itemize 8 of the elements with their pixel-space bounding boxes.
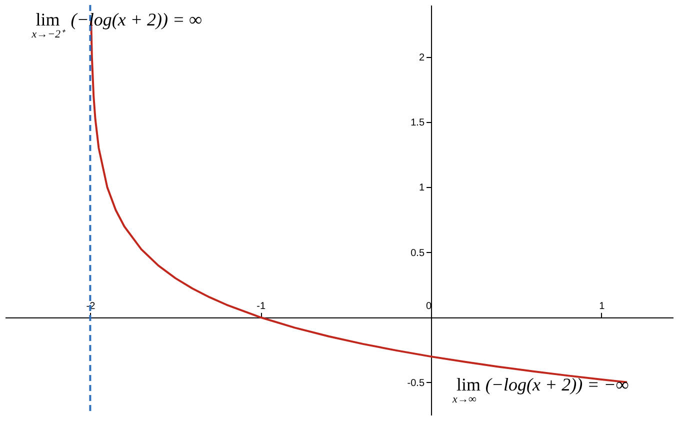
y-tick-label: -0.5: [407, 378, 425, 389]
x-tick-label: 1: [599, 300, 606, 312]
x-tick-label: -1: [256, 300, 266, 312]
y-tick-label: 0.5: [410, 248, 425, 259]
y-tick-label: 1.5: [410, 118, 425, 129]
annotation: limx→∞(−log(x + 2)) = −∞: [452, 374, 629, 406]
y-tick-label: 1: [418, 182, 425, 194]
y-tick-label: 2: [418, 52, 425, 64]
